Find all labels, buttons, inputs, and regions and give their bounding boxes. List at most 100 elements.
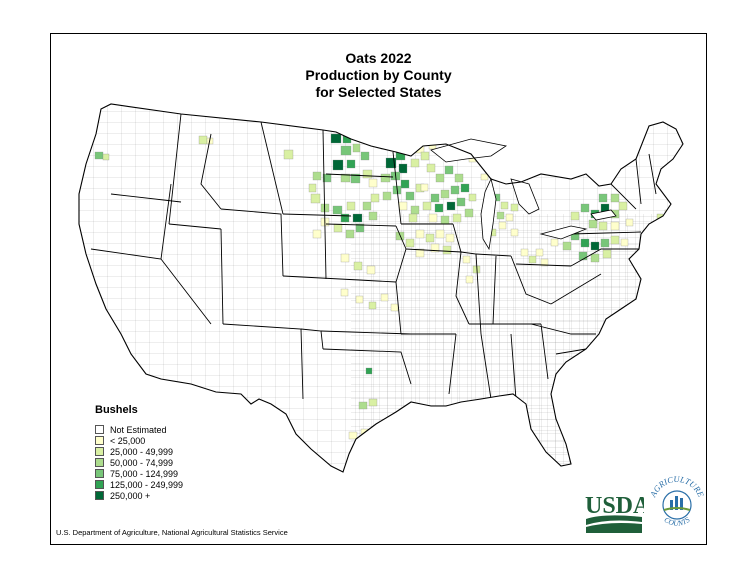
county-shaded [355, 295, 364, 304]
legend-item-not-estimated: Not Estimated [95, 424, 183, 435]
county-shaded [346, 201, 356, 211]
county-shaded [480, 173, 489, 181]
county-shaded [358, 401, 368, 410]
county-shaded [94, 151, 104, 160]
county-shading-layer [94, 133, 672, 440]
county-shaded [590, 241, 600, 251]
county-shaded [366, 265, 376, 275]
county-shaded [598, 221, 608, 231]
county-shaded [452, 213, 462, 223]
county-shaded [578, 251, 588, 261]
county-shaded [415, 248, 425, 258]
county-shaded [420, 183, 429, 192]
county-shaded [440, 189, 450, 199]
county-shaded [435, 173, 445, 183]
legend-swatch [95, 458, 104, 467]
county-shaded [308, 183, 317, 193]
county-shaded [385, 157, 397, 169]
title-line-3: for Selected States [315, 84, 442, 100]
county-shaded [380, 173, 391, 183]
county-shaded [450, 185, 460, 195]
county-shaded [198, 135, 208, 145]
legend-item-250000-plus: 250,000 + [95, 490, 183, 501]
county-shaded [535, 248, 544, 257]
county-shaded [510, 228, 519, 237]
county-shaded [460, 183, 470, 193]
county-shaded [442, 245, 452, 255]
county-shaded [510, 203, 519, 212]
county-shaded [352, 213, 363, 223]
legend-swatch [95, 436, 104, 445]
county-shaded [430, 193, 440, 203]
county-shaded [445, 233, 455, 243]
county-shaded [588, 219, 598, 229]
county-shaded [540, 258, 549, 267]
county-shaded [346, 159, 356, 169]
legend-label: 250,000 + [110, 490, 151, 501]
county-shaded [528, 255, 537, 264]
usda-logo-text: USDA [585, 493, 644, 519]
county-shaded [382, 191, 392, 201]
county-shaded [352, 143, 361, 153]
county-shaded [462, 255, 471, 264]
county-shaded [502, 173, 511, 182]
county-shaded [405, 238, 415, 248]
county-shaded [312, 171, 322, 181]
svg-text:COUNTS: COUNTS [663, 515, 692, 528]
legend: Bushels Not Estimated < 25,000 25,000 - … [95, 404, 183, 501]
county-shaded [362, 169, 373, 179]
county-shaded [102, 153, 110, 161]
county-shaded [496, 211, 505, 220]
legend-item-75000-124999: 75,000 - 124,999 [95, 468, 183, 479]
legend-item-under-25000: < 25,000 [95, 435, 183, 446]
county-shaded [368, 301, 377, 310]
county-shaded [598, 193, 608, 203]
county-shaded [625, 218, 634, 227]
legend-swatch [95, 447, 104, 456]
legend-label: 75,000 - 124,999 [110, 468, 179, 479]
county-shaded [392, 139, 404, 149]
county-shaded [353, 261, 363, 271]
county-shaded [398, 201, 408, 211]
county-shaded [454, 173, 464, 183]
county-shaded [426, 163, 436, 173]
county-shaded [380, 293, 389, 302]
county-shaded [390, 303, 399, 312]
legend-item-25000-49999: 25,000 - 49,999 [95, 446, 183, 457]
great-lakes [430, 138, 617, 251]
county-shaded [310, 193, 321, 204]
county-shaded [444, 165, 454, 175]
county-shaded [360, 151, 370, 161]
county-shaded [340, 145, 352, 156]
county-shaded [404, 145, 414, 155]
county-shaded [365, 367, 373, 375]
county-shaded [332, 159, 344, 171]
county-shaded [333, 223, 343, 233]
county-shaded [345, 229, 355, 239]
county-shaded [435, 229, 445, 239]
county-shaded [610, 235, 620, 245]
county-shaded [498, 221, 507, 230]
title-line-2: Production by County [305, 67, 452, 83]
source-credit: U.S. Department of Agriculture, National… [56, 528, 288, 537]
county-shaded [580, 238, 590, 248]
county-shaded [465, 275, 474, 284]
county-shaded [520, 248, 529, 257]
usda-logo: USDA [585, 493, 644, 533]
county-shaded [330, 133, 342, 144]
county-shaded [350, 173, 361, 184]
county-shaded [456, 197, 466, 207]
county-shaded [340, 173, 351, 183]
county-shaded [446, 201, 456, 211]
county-shaded [312, 229, 322, 239]
title-line-1: Oats 2022 [345, 50, 412, 66]
county-shaded [368, 178, 378, 188]
county-shaded [464, 208, 474, 218]
county-shaded [410, 158, 420, 168]
county-shaded [610, 193, 620, 203]
county-shaded [405, 191, 415, 201]
legend-title: Bushels [95, 404, 138, 416]
county-shaded [370, 193, 380, 203]
legend-swatch [95, 425, 104, 434]
legend-item-50000-74999: 50,000 - 74,999 [95, 457, 183, 468]
